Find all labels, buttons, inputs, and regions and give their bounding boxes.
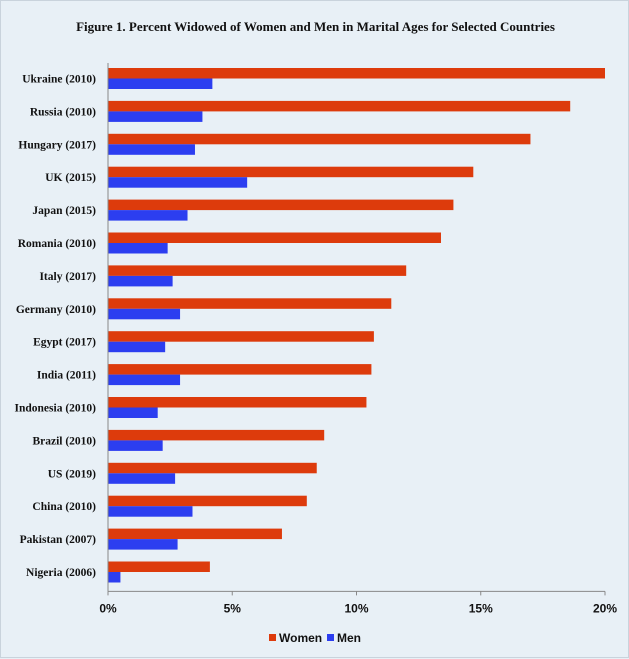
bar-women	[108, 68, 605, 79]
category-label: Indonesia (2010)	[15, 403, 97, 415]
category-label: Germany (2010)	[16, 304, 96, 316]
bar-men	[108, 506, 193, 517]
category-label: Ukraine (2010)	[22, 74, 96, 86]
x-tick-label: 0%	[99, 601, 117, 615]
category-label: Egypt (2017)	[33, 337, 96, 349]
bar-men	[108, 572, 121, 583]
bar-men	[108, 539, 178, 550]
chart-title: Figure 1. Percent Widowed of Women and M…	[76, 19, 555, 34]
bar-women	[108, 364, 372, 375]
category-label: Japan (2015)	[32, 205, 96, 217]
bar-men	[108, 341, 166, 353]
bar-men	[108, 111, 203, 122]
bar-men	[108, 275, 173, 287]
x-tick-label: 15%	[469, 601, 493, 615]
category-label: Italy (2017)	[39, 271, 96, 283]
bar-women	[108, 495, 307, 507]
category-label: India (2011)	[37, 370, 96, 382]
bar-women	[108, 462, 317, 474]
bar-men	[108, 144, 195, 155]
bar-men	[108, 177, 248, 188]
bar-men	[108, 473, 176, 484]
bar-women	[108, 100, 571, 112]
x-tick-label: 10%	[344, 601, 368, 615]
bar-women	[108, 429, 325, 441]
bar-women	[108, 331, 374, 342]
x-tick-label: 5%	[224, 601, 242, 615]
bar-women	[108, 166, 474, 178]
bar-women	[108, 232, 441, 243]
bar-men	[108, 308, 181, 320]
category-label: China (2010)	[32, 501, 96, 513]
legend-label-men: Men	[337, 631, 361, 645]
legend-label-women: Women	[279, 631, 322, 645]
bar-men	[108, 210, 188, 221]
bar-men	[108, 243, 168, 254]
category-label: UK (2015)	[45, 172, 96, 184]
category-label: Pakistan (2007)	[20, 534, 97, 546]
bar-women	[108, 265, 407, 276]
legend-swatch-women	[269, 634, 276, 641]
bar-men	[108, 374, 181, 386]
category-label: US (2019)	[48, 468, 96, 480]
bar-women	[108, 561, 210, 572]
category-label: Romania (2010)	[18, 238, 96, 250]
bar-women	[108, 397, 367, 408]
bar-women	[108, 298, 392, 309]
bar-men	[108, 407, 158, 418]
bar-women	[108, 133, 531, 145]
bar-men	[108, 440, 163, 451]
x-tick-label: 20%	[593, 601, 617, 615]
bar-men	[108, 78, 213, 89]
bar-women	[108, 528, 282, 540]
category-label: Hungary (2017)	[18, 139, 96, 151]
category-label: Nigeria (2006)	[26, 567, 96, 579]
bar-women	[108, 199, 454, 211]
legend-swatch-men	[327, 634, 334, 641]
category-label: Russia (2010)	[30, 106, 96, 118]
category-label: Brazil (2010)	[32, 435, 96, 447]
